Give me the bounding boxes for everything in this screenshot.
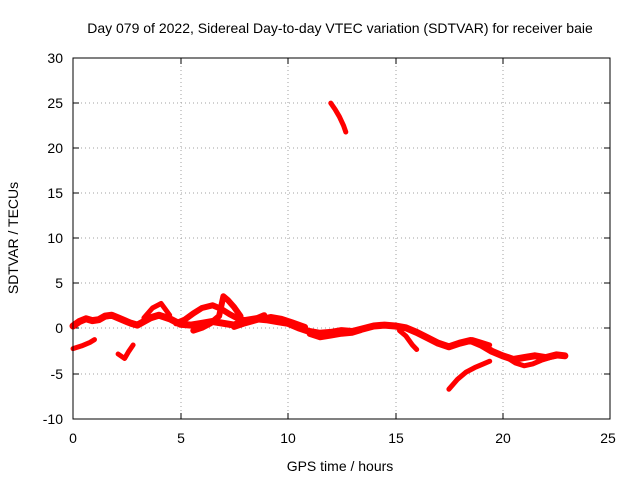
xtick-label-15: 15 (388, 430, 404, 446)
xtick-label-25: 25 (600, 430, 616, 446)
ytick-label-m5: -5 (51, 366, 64, 382)
series-arc-12.3h (328, 100, 349, 135)
ytick-label-m10: -10 (43, 411, 63, 427)
xtick-label-20: 20 (495, 430, 511, 446)
ytick-label-25: 25 (47, 95, 63, 111)
ytick-label-15: 15 (47, 185, 63, 201)
series-arc-18h (446, 358, 493, 392)
ytick-label-10: 10 (47, 230, 63, 246)
series-arc-15.7h (397, 328, 420, 352)
chart-title: Day 079 of 2022, Sidereal Day-to-day VTE… (87, 20, 593, 36)
plot-frame (72, 57, 611, 420)
ytick-label-20: 20 (47, 140, 63, 156)
series-arc-2.5h (115, 342, 136, 361)
series-group (69, 100, 569, 392)
x-tick-labels: 0 5 10 15 20 25 (69, 430, 616, 446)
y-tick-labels: -10 -5 0 5 10 15 20 25 30 (43, 50, 63, 427)
ytick-label-0: 0 (55, 320, 63, 336)
xtick-label-0: 0 (69, 430, 77, 446)
y-axis-label: SDTVAR / TECUs (5, 182, 21, 294)
xtick-label-5: 5 (177, 430, 185, 446)
series-arc-9h (231, 314, 308, 330)
series-arc-18.3h (452, 337, 493, 348)
series-arc-21h (504, 353, 561, 369)
series-arc-low-start (70, 337, 97, 352)
ytick-label-30: 30 (47, 50, 63, 66)
series-arc-6.5h (190, 293, 244, 334)
series-arc-11.5h (306, 328, 364, 341)
series-arc-3.4h (141, 301, 173, 321)
xtick-label-10: 10 (280, 430, 296, 446)
x-axis-label: GPS time / hours (287, 458, 394, 474)
ytick-label-5: 5 (55, 275, 63, 291)
